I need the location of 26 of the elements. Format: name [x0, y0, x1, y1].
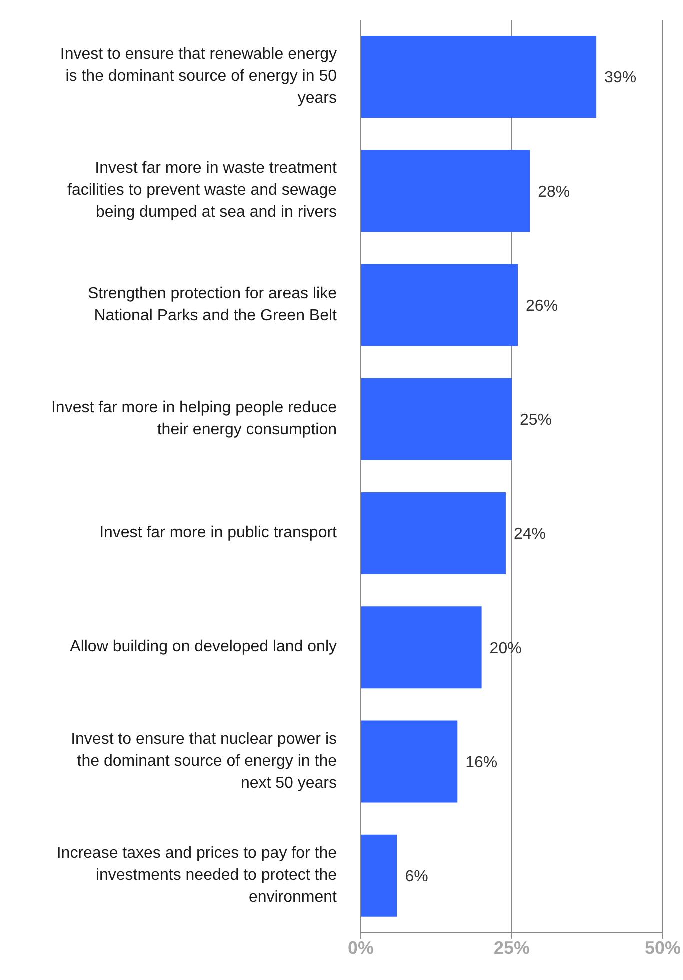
y-tick-label: Increase taxes and prices to pay for the investments needed to protect the environment [56, 845, 338, 906]
data-label: 24% [514, 526, 546, 544]
x-tick-label: 50% [644, 938, 682, 958]
bar [361, 606, 482, 689]
y-tick-label: Strengthen protection for areas like National Parks and the Green Belt [88, 286, 338, 325]
bar [361, 720, 458, 803]
x-tick-label: 25% [494, 938, 530, 958]
data-label: 26% [526, 298, 558, 315]
data-label: 25% [520, 412, 552, 430]
x-tick-label: 0% [348, 938, 374, 958]
y-tick-label: Invest far more in public transport [100, 524, 338, 542]
bar [361, 492, 506, 574]
data-label: 6% [405, 868, 428, 886]
data-label: 39% [604, 70, 637, 87]
y-tick-label: Invest to ensure that nuclear power is the dominant source of energy in the next 50 years [71, 731, 338, 792]
bar [361, 150, 530, 232]
bar [361, 834, 398, 917]
data-label: 16% [466, 754, 498, 772]
y-tick-label: Invest to ensure that renewable energy is the dominant source of energy in 50 years [60, 46, 338, 108]
data-label: 28% [538, 184, 570, 201]
bar [361, 36, 597, 118]
y-tick-label: Invest far more in helping people reduce their energy consumption [51, 400, 338, 439]
y-tick-label: Invest far more in waste treatment facilities to prevent waste and sewage being dumped at sea and in rivers [68, 160, 338, 222]
bar [361, 378, 512, 460]
y-tick-label: Allow building on developed land only [70, 638, 337, 656]
bar [361, 264, 518, 346]
